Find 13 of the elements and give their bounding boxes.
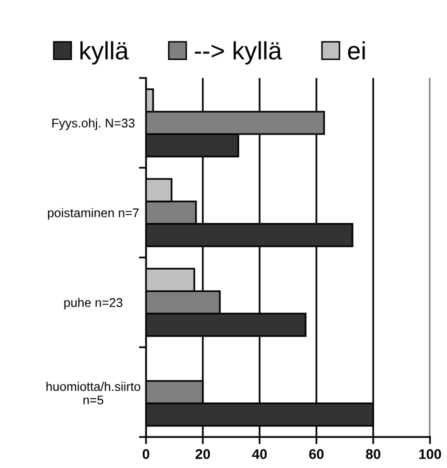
x-tick-label: 20	[196, 449, 210, 460]
x-tick-label: 0	[142, 449, 150, 460]
legend-label: kyllä	[80, 41, 129, 65]
x-tick-label: 60	[309, 449, 324, 460]
legend-label: --> kyllä	[194, 41, 282, 65]
y-tick-label: Fyys.ohj. N=33	[52, 118, 135, 130]
legend-label: ei	[348, 41, 365, 60]
y-tick-label: puhe n=23	[64, 298, 122, 310]
x-tick-label: 40	[252, 449, 267, 460]
y-tick-label: poistaminen n=7	[48, 208, 139, 220]
x-tick-label: 100	[419, 449, 442, 460]
x-tick-label: 80	[366, 449, 380, 460]
y-tick-label: huomiotta/h.siirto n=5	[46, 382, 140, 404]
